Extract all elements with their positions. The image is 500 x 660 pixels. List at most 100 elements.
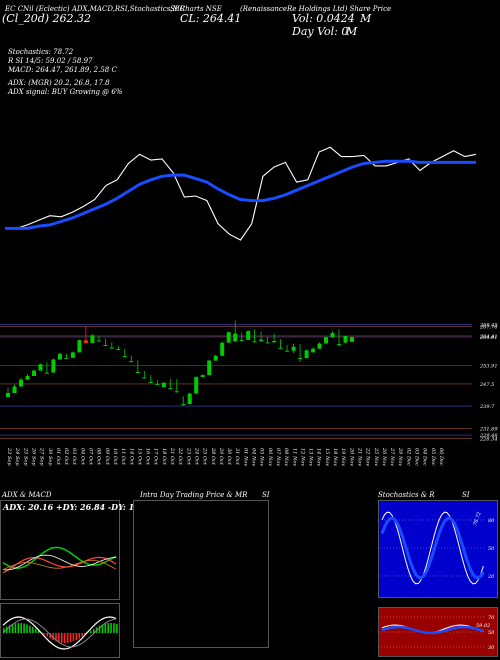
stoch-axis-label: 50: [488, 546, 495, 552]
date-tick-label: 04 Dec: [422, 448, 428, 466]
date-tick-label: 03 Oct: [71, 448, 77, 466]
candle-body: [70, 352, 75, 358]
candle-body: [174, 391, 179, 393]
date-tick-label: 27 Sep: [39, 447, 45, 466]
candle-body: [51, 359, 56, 373]
date-tick-label: 23 Sep: [6, 447, 12, 466]
candle-body: [155, 383, 160, 385]
candle-body: [122, 356, 127, 358]
candle-body: [226, 332, 231, 343]
date-tick-label: 03 Dec: [414, 448, 420, 466]
macd-histogram-bar: [81, 633, 83, 637]
adx-line: [2, 554, 117, 571]
stoch-value-label: 78.72: [472, 511, 483, 527]
macd-histogram-bar: [107, 623, 109, 633]
header-line1b: SI,Stochastics,MR: [120, 5, 186, 13]
rsi-axis-label: 50: [488, 630, 495, 636]
candle-body: [6, 393, 10, 397]
candle-body: [12, 386, 17, 393]
date-tick-label: 04 Oct: [79, 448, 85, 466]
adx-signal-readout: ADX signal: BUY Growing @ 6%: [8, 88, 123, 96]
close-readout: CL: 264.41: [180, 12, 242, 25]
cl20-readout: (Cl_20d) 262.32: [2, 12, 92, 25]
candle-body: [330, 333, 335, 338]
date-tick-label: 07 Nov: [275, 448, 281, 466]
candle-body: [135, 372, 140, 373]
candle-body: [161, 382, 166, 388]
macd-histogram-bar: [104, 623, 107, 633]
date-tick-label: 01 Oct: [55, 448, 61, 466]
date-tick-label: 26 Sep: [31, 447, 37, 466]
date-tick-label: 02 Oct: [63, 448, 69, 466]
price-level-label: 231.89: [479, 426, 498, 432]
stoch-panel-title: Stochastics & R: [378, 491, 435, 499]
macd-histogram-bar: [26, 624, 28, 633]
stoch-readout: Stochastics: 78.72: [8, 48, 74, 56]
date-tick-label: 18 Oct: [161, 448, 167, 466]
date-tick-label: 06 Dec: [438, 448, 444, 466]
rsi-value-label: 59.02: [476, 623, 490, 629]
plus-dy-line: [2, 546, 117, 569]
date-tick-label: 21 Nov: [357, 447, 363, 466]
date-tick-label: 19 Nov: [340, 448, 346, 466]
rsi-panel: 70 50 30 59.02: [378, 607, 498, 657]
candle-body: [116, 349, 121, 350]
candle-body: [285, 350, 290, 352]
adx-panel-title: ADX & MACD: [2, 491, 52, 499]
macd-histogram-bar: [69, 633, 72, 643]
date-tick-label: 14 Nov: [316, 448, 322, 466]
date-tick-label: 23 Oct: [185, 447, 191, 466]
macd-histogram-bar: [34, 628, 37, 633]
date-tick-label: 30 Oct: [226, 448, 232, 466]
date-tick-label: 28 Oct: [210, 447, 216, 466]
price-level-label: 239.7: [479, 404, 495, 410]
candle-body: [44, 372, 49, 374]
dayvol-unit: M: [346, 25, 358, 38]
date-tick-label: 12 Nov: [299, 448, 305, 466]
candle-body: [311, 348, 316, 353]
price-level-label: 264.01: [479, 335, 498, 341]
stoch-k-line: [381, 511, 484, 585]
date-tick-label: 26 Nov: [381, 447, 387, 466]
rsi-readout: R SI 14/5: 59.02 / 58.97: [8, 57, 93, 65]
date-tick-label: 09 Oct: [104, 448, 110, 466]
macd-panel: [0, 603, 120, 658]
macd-histogram-bar: [32, 627, 34, 633]
candle-body: [83, 340, 88, 343]
candle-body: [337, 344, 341, 346]
date-tick-label: 10 Oct: [112, 448, 118, 466]
macd-line: [2, 616, 117, 650]
candle-body: [207, 360, 212, 376]
candle-body: [304, 350, 309, 359]
macd-histogram-bar: [110, 623, 112, 633]
candle-body: [77, 340, 82, 353]
price-ma-chart: [5, 146, 477, 241]
intraday-panel: [133, 500, 269, 648]
price-level-label: 253.91: [479, 364, 498, 370]
candle-body: [220, 342, 225, 356]
macd-histogram-bar: [58, 633, 60, 643]
macd-signal-line: [2, 618, 117, 648]
vol-unit: M: [360, 12, 372, 25]
candle-body: [213, 355, 218, 361]
candle-body: [96, 340, 101, 342]
intraday-panel-frame: [133, 500, 269, 648]
date-tick-label: 07 Oct: [88, 448, 94, 466]
macd-histogram-bar: [23, 623, 25, 633]
candle-body: [239, 339, 244, 341]
candle-body: [19, 379, 23, 387]
macd-histogram-bar: [14, 623, 17, 633]
candle-body: [109, 347, 114, 349]
candle-body: [298, 358, 303, 360]
date-tick-label: 11 Oct: [120, 448, 126, 466]
intraday-panel-title: Intra Day Trading Price & MR: [140, 491, 248, 499]
date-tick-label: 30 Sep: [47, 448, 53, 466]
candle-body: [246, 331, 251, 340]
date-tick-label: 25 Oct: [202, 447, 208, 466]
minus-dy-line: [2, 556, 117, 574]
adx-signal-line: [2, 559, 117, 571]
header-line1c: SI Charts NSE: [170, 5, 222, 13]
macd-histogram-bar: [46, 633, 49, 637]
candle-body: [148, 381, 153, 383]
date-tick-label: 11 Nov: [291, 448, 297, 466]
